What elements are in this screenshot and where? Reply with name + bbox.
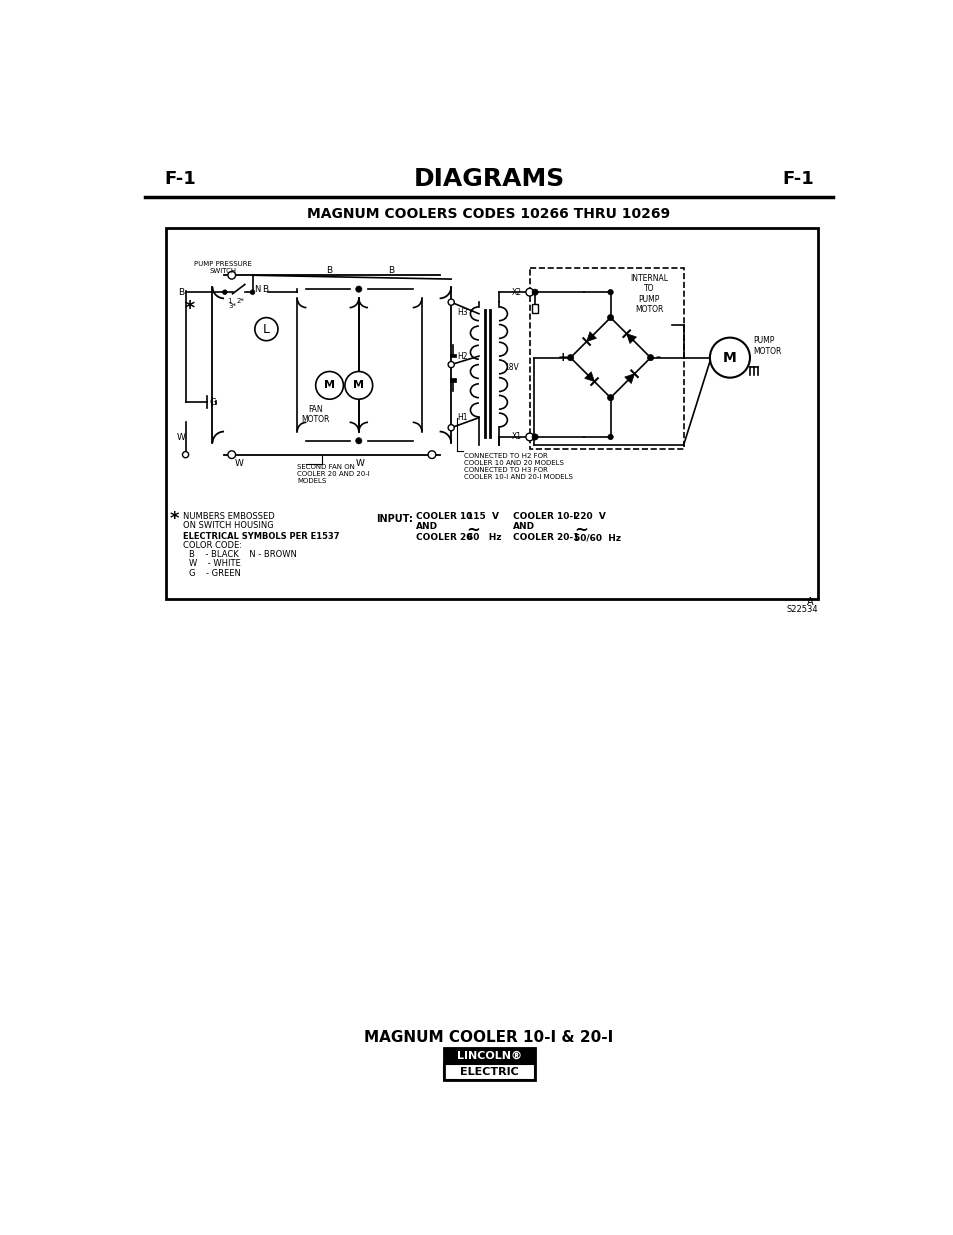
Circle shape bbox=[355, 287, 361, 293]
Text: N: N bbox=[253, 284, 260, 294]
Text: ELECTRICAL SYMBOLS PER E1537: ELECTRICAL SYMBOLS PER E1537 bbox=[183, 531, 339, 541]
Text: CONNECTED TO H3 FOR
COOLER 10-I AND 20-I MODELS: CONNECTED TO H3 FOR COOLER 10-I AND 20-I… bbox=[464, 467, 573, 480]
Text: *: * bbox=[184, 299, 194, 317]
Text: INTERNAL
TO
PUMP
MOTOR: INTERNAL TO PUMP MOTOR bbox=[629, 274, 667, 314]
Circle shape bbox=[709, 337, 749, 378]
Text: M: M bbox=[722, 351, 736, 364]
Circle shape bbox=[532, 289, 537, 295]
Text: +: + bbox=[557, 351, 568, 364]
Polygon shape bbox=[626, 333, 636, 343]
Text: FAN
MOTOR: FAN MOTOR bbox=[301, 405, 330, 424]
Bar bbox=[449, 353, 456, 357]
Text: A: A bbox=[805, 597, 812, 608]
Circle shape bbox=[448, 299, 454, 305]
Text: 220  V: 220 V bbox=[574, 511, 606, 521]
Text: X2: X2 bbox=[512, 288, 521, 296]
Polygon shape bbox=[584, 372, 594, 382]
Circle shape bbox=[607, 395, 613, 401]
Text: W: W bbox=[234, 459, 243, 468]
Polygon shape bbox=[624, 374, 634, 384]
Text: LINCOLN®: LINCOLN® bbox=[456, 1051, 521, 1061]
Text: H2: H2 bbox=[457, 352, 468, 361]
Text: S22534: S22534 bbox=[786, 605, 818, 614]
Circle shape bbox=[345, 372, 373, 399]
Text: 18V: 18V bbox=[504, 363, 518, 372]
Text: COOLER 20: COOLER 20 bbox=[416, 534, 472, 542]
Text: CONNECTED TO H2 FOR
COOLER 10 AND 20 MODELS: CONNECTED TO H2 FOR COOLER 10 AND 20 MOD… bbox=[464, 453, 563, 466]
Bar bbox=[444, 1047, 535, 1079]
Text: B: B bbox=[261, 284, 268, 294]
Text: NUMBERS EMBOSSED: NUMBERS EMBOSSED bbox=[183, 511, 274, 521]
Text: 60   Hz: 60 Hz bbox=[466, 534, 500, 542]
Text: INPUT:: INPUT: bbox=[375, 514, 413, 524]
Text: M: M bbox=[353, 380, 364, 390]
Text: G    - GREEN: G - GREEN bbox=[190, 568, 241, 578]
Circle shape bbox=[532, 433, 537, 440]
Text: L: L bbox=[263, 322, 270, 336]
Text: -: - bbox=[655, 351, 660, 364]
Text: DIAGRAMS: DIAGRAMS bbox=[413, 167, 564, 191]
Circle shape bbox=[567, 354, 573, 361]
Text: B: B bbox=[388, 266, 394, 275]
Bar bbox=[444, 1065, 535, 1079]
Bar bbox=[444, 1047, 535, 1065]
Text: PUMP
MOTOR: PUMP MOTOR bbox=[752, 336, 781, 356]
Circle shape bbox=[355, 437, 361, 443]
Text: W: W bbox=[176, 433, 185, 442]
Text: MAGNUM COOLER 10-I & 20-I: MAGNUM COOLER 10-I & 20-I bbox=[364, 1030, 613, 1045]
Text: COLOR CODE:: COLOR CODE: bbox=[183, 541, 242, 550]
Text: 1: 1 bbox=[227, 299, 232, 304]
Text: B: B bbox=[326, 266, 333, 275]
Circle shape bbox=[222, 290, 227, 294]
Text: SECOND FAN ON
COOLER 20 AND 20-I
MODELS: SECOND FAN ON COOLER 20 AND 20-I MODELS bbox=[297, 464, 370, 484]
Bar bbox=[166, 227, 818, 599]
Text: ELECTRIC: ELECTRIC bbox=[460, 1067, 518, 1077]
Circle shape bbox=[607, 435, 613, 440]
Circle shape bbox=[228, 272, 235, 279]
Bar bbox=[529, 268, 683, 448]
Text: ∼: ∼ bbox=[574, 521, 588, 538]
Text: ON SWITCH HOUSING: ON SWITCH HOUSING bbox=[183, 521, 274, 530]
Text: 50/60  Hz: 50/60 Hz bbox=[574, 534, 620, 542]
Text: COOLER 20-1: COOLER 20-1 bbox=[513, 534, 578, 542]
Text: F-1: F-1 bbox=[781, 170, 813, 188]
Text: 2*: 2* bbox=[236, 299, 244, 304]
Text: X1: X1 bbox=[512, 432, 521, 441]
Circle shape bbox=[607, 315, 613, 321]
Bar bbox=[449, 378, 456, 382]
Circle shape bbox=[647, 354, 653, 361]
Text: MAGNUM COOLERS CODES 10266 THRU 10269: MAGNUM COOLERS CODES 10266 THRU 10269 bbox=[307, 206, 670, 221]
Text: B: B bbox=[177, 289, 184, 298]
Circle shape bbox=[448, 362, 454, 368]
Circle shape bbox=[525, 288, 533, 296]
Text: H1: H1 bbox=[457, 414, 468, 422]
Bar bbox=[532, 304, 537, 312]
Text: B    - BLACK    N - BROWN: B - BLACK N - BROWN bbox=[190, 550, 297, 559]
Text: AND: AND bbox=[416, 522, 437, 531]
Text: COOLER 10-I: COOLER 10-I bbox=[513, 511, 576, 521]
Text: 3*: 3* bbox=[229, 303, 236, 309]
Circle shape bbox=[182, 452, 189, 458]
Text: F-1: F-1 bbox=[164, 170, 195, 188]
Text: AND: AND bbox=[513, 522, 535, 531]
Text: G: G bbox=[210, 398, 216, 406]
Text: H3: H3 bbox=[457, 308, 468, 316]
Circle shape bbox=[250, 290, 254, 294]
Text: M: M bbox=[324, 380, 335, 390]
Text: W: W bbox=[355, 459, 364, 468]
Circle shape bbox=[607, 289, 613, 295]
Circle shape bbox=[428, 451, 436, 458]
Polygon shape bbox=[586, 332, 596, 342]
Text: ∼: ∼ bbox=[466, 521, 480, 538]
Circle shape bbox=[315, 372, 343, 399]
Text: COOLER 10: COOLER 10 bbox=[416, 511, 472, 521]
Text: *: * bbox=[169, 510, 178, 529]
Circle shape bbox=[254, 317, 277, 341]
Circle shape bbox=[525, 433, 533, 441]
Text: W    - WHITE: W - WHITE bbox=[190, 559, 241, 568]
Circle shape bbox=[448, 425, 454, 431]
Text: 115  V: 115 V bbox=[466, 511, 498, 521]
Text: PUMP PRESSURE
SWITCH: PUMP PRESSURE SWITCH bbox=[194, 261, 252, 274]
Circle shape bbox=[228, 451, 235, 458]
